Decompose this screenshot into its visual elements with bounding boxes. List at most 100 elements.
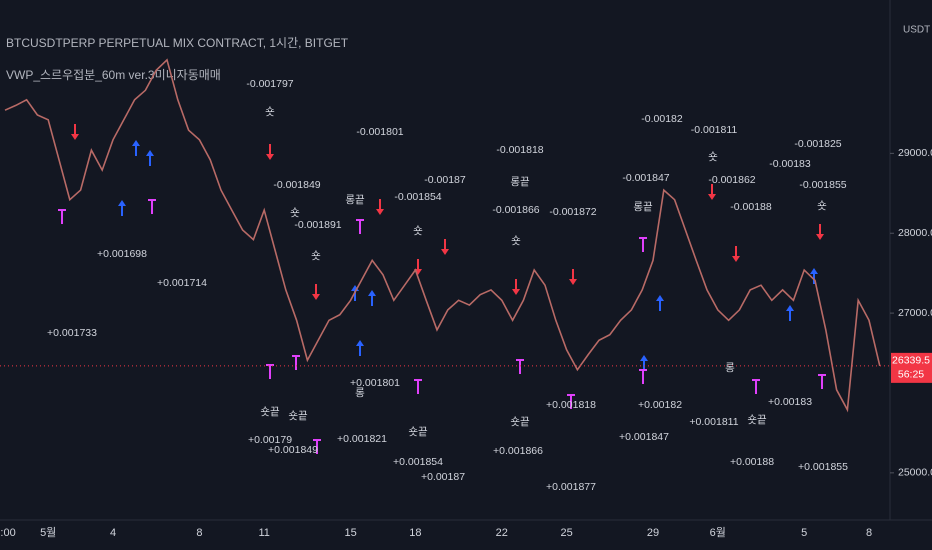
price-line — [4, 58, 881, 413]
signal-annotation: -0.001862 — [708, 174, 755, 186]
signal-annotation: +0.001849 — [268, 444, 318, 456]
exit-marker — [567, 394, 575, 409]
y-axis-unit: USDT — [903, 25, 930, 36]
x-tick-label: 5월 — [40, 526, 56, 539]
signal-annotation: +0.001855 — [798, 461, 848, 473]
signal-annotation: +0.001698 — [97, 248, 147, 260]
buy-arrow — [146, 150, 154, 166]
signal-annotation: -0.00187 — [424, 174, 466, 186]
sell-arrow — [732, 246, 740, 262]
exit-marker — [58, 209, 66, 224]
signal-annotation: +0.00183 — [768, 396, 812, 408]
exit-marker — [516, 359, 524, 374]
signal-annotation: 숏끝 — [408, 426, 428, 438]
exit-marker — [313, 439, 321, 454]
signal-annotation: +0.001733 — [47, 327, 97, 339]
exit-marker — [356, 219, 364, 234]
x-tick-label: 11 — [258, 527, 269, 539]
signal-annotation: +0.001847 — [619, 431, 669, 443]
sell-arrow — [266, 144, 274, 160]
signal-annotation: -0.001825 — [794, 138, 841, 150]
x-tick-label: 25 — [560, 527, 572, 539]
signal-annotation: +0.001866 — [493, 445, 543, 457]
signal-annotation: -0.001891 — [294, 219, 341, 231]
x-tick-label: 29 — [647, 527, 659, 539]
sell-arrow — [376, 199, 384, 215]
signal-annotation: +0.001877 — [546, 481, 596, 493]
sell-arrow — [708, 184, 716, 200]
signal-annotation: +0.00179 — [248, 434, 292, 446]
signal-annotation: +0.001854 — [393, 456, 443, 468]
sell-arrow — [441, 239, 449, 255]
exit-marker — [148, 199, 156, 214]
countdown-label: 56:25 — [898, 369, 924, 381]
signal-annotation: -0.001849 — [273, 179, 320, 191]
signal-annotation: +0.00188 — [730, 456, 774, 468]
exit-marker — [639, 237, 647, 252]
sell-arrow — [816, 224, 824, 240]
buy-arrow — [656, 295, 664, 311]
signal-annotation: -0.001855 — [799, 179, 846, 191]
signal-annotation: 롱끝 — [633, 201, 653, 213]
signal-annotation: +0.001714 — [157, 277, 207, 289]
signal-annotation: +0.00182 — [638, 399, 682, 411]
sell-arrow — [569, 269, 577, 285]
exit-marker — [752, 379, 760, 394]
x-tick-label: 18 — [409, 527, 421, 539]
signal-annotation: 숏 — [311, 250, 321, 262]
exit-marker — [414, 379, 422, 394]
chart-title: BTCUSDTPERP PERPETUAL MIX CONTRACT, 1시간,… — [6, 36, 349, 50]
signal-annotation: +0.001811 — [689, 416, 738, 428]
signal-annotation: -0.00183 — [769, 158, 811, 170]
sell-arrow — [512, 279, 520, 295]
buy-arrow — [118, 200, 126, 216]
signal-annotation: -0.001811 — [691, 124, 738, 136]
last-price-box — [891, 352, 932, 383]
signal-annotation: -0.001866 — [492, 204, 539, 216]
x-tick-label: 15 — [344, 527, 356, 539]
exit-marker — [292, 355, 300, 370]
signal-annotation: -0.001801 — [356, 126, 403, 138]
exit-marker — [639, 369, 647, 384]
signal-annotation: 숏 — [413, 225, 423, 237]
y-tick-label: 27000.0 — [898, 307, 932, 319]
sell-arrow — [71, 124, 79, 140]
buy-arrow — [368, 290, 376, 306]
exit-marker — [266, 364, 274, 379]
x-tick-label: 5 — [801, 527, 807, 539]
signal-annotation: 숏 — [290, 207, 300, 219]
signal-annotation: +0.001821 — [337, 433, 387, 445]
x-tick-label: 6월 — [710, 526, 726, 539]
signal-annotation: 숏끝 — [260, 406, 280, 418]
signal-annotation: 롱 — [355, 387, 365, 399]
sell-arrow — [312, 284, 320, 300]
signal-annotation: +0.001818 — [546, 399, 596, 411]
signal-annotation: 숏끝 — [288, 410, 308, 422]
signal-annotation: +0.001801 — [350, 377, 400, 389]
signal-annotation: -0.001872 — [549, 206, 596, 218]
signal-annotation: 롱 — [725, 362, 735, 374]
buy-arrow — [132, 140, 140, 156]
signal-annotation: -0.001854 — [394, 191, 441, 203]
y-tick-label: 29000.0 — [898, 147, 932, 159]
signal-annotation: 숏 — [817, 200, 827, 212]
buy-arrow — [640, 355, 648, 371]
y-tick-label: 28000.0 — [898, 227, 932, 239]
buy-arrow — [356, 340, 364, 356]
signal-annotation: -0.001797 — [246, 78, 293, 90]
x-tick-label: 22 — [496, 527, 508, 539]
signal-annotation: 롱끝 — [345, 194, 365, 206]
signal-annotation: -0.00188 — [730, 201, 772, 213]
signal-annotation: 숏끝 — [510, 416, 530, 428]
signal-annotation: 숏 — [708, 151, 718, 163]
last-price-label: 26339.5 — [892, 355, 930, 367]
signal-annotation: 롱끝 — [510, 176, 530, 188]
signal-annotation: 숏 — [265, 106, 275, 118]
indicator-title: VWP_스르우접분_60m ver.3미니자동매매 — [6, 68, 221, 82]
buy-arrow — [786, 305, 794, 321]
x-tick-label: 3:00 — [0, 527, 16, 539]
signal-annotation: -0.001818 — [496, 144, 543, 156]
